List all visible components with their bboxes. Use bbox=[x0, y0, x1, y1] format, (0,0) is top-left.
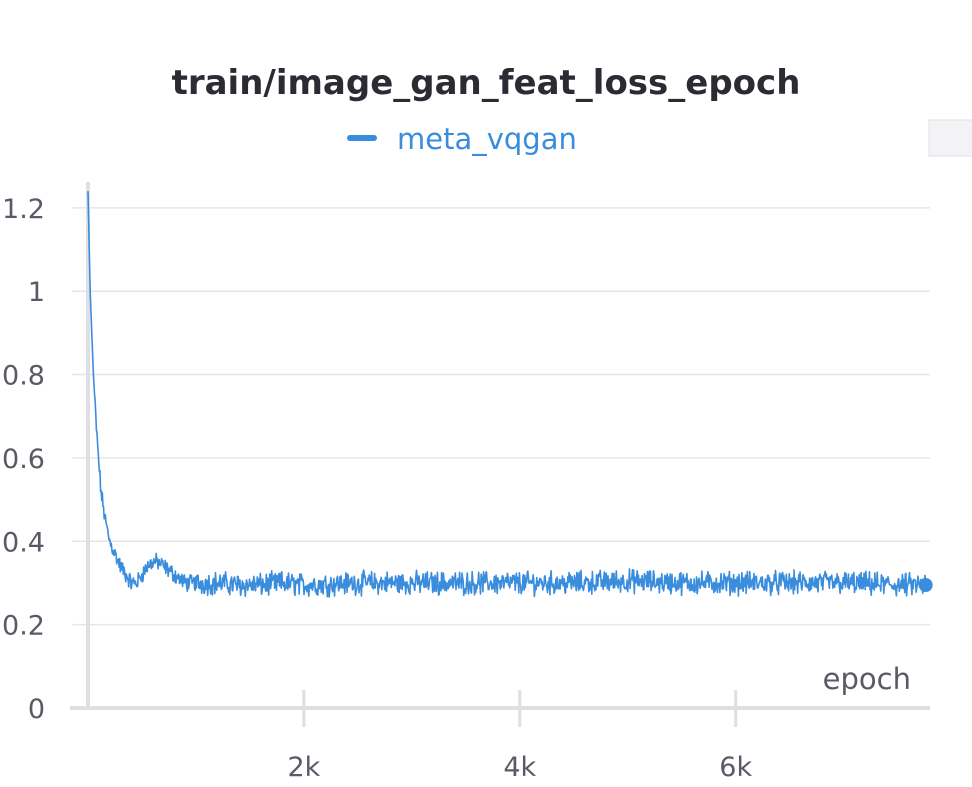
y-tick-label: 1 bbox=[28, 277, 45, 308]
grid-layer bbox=[72, 207, 930, 626]
y-tick-labels: 0 0.2 0.4 0.6 0.8 1 1.2 bbox=[2, 194, 45, 725]
panel-resize-handle[interactable] bbox=[928, 119, 972, 157]
legend-label-meta-vqgan: meta_vqgan bbox=[397, 122, 577, 156]
series-endpoint-meta-vqgan[interactable] bbox=[918, 578, 933, 593]
x-tick-label: 4k bbox=[503, 752, 536, 783]
x-axis-label: epoch bbox=[823, 662, 911, 696]
y-tick-label: 1.2 bbox=[2, 194, 45, 225]
y-tick-label: 0.4 bbox=[2, 527, 45, 558]
x-tick-label: 2k bbox=[287, 752, 320, 783]
legend[interactable]: meta_vqgan bbox=[347, 122, 577, 156]
y-tick-label: 0.6 bbox=[2, 444, 45, 475]
y-tick-label: 0.2 bbox=[2, 611, 45, 642]
y-tick-label: 0.8 bbox=[2, 361, 45, 392]
x-tick-labels: 2k 4k 6k bbox=[287, 752, 752, 783]
series-line-meta-vqgan[interactable] bbox=[87, 191, 927, 598]
axis-layer bbox=[70, 182, 930, 727]
x-tick-label: 6k bbox=[719, 752, 752, 783]
series-layer bbox=[87, 191, 933, 598]
chart-title: train/image_gan_feat_loss_epoch bbox=[172, 63, 801, 103]
legend-swatch-meta-vqgan bbox=[347, 135, 377, 141]
y-tick-label: 0 bbox=[28, 694, 45, 725]
